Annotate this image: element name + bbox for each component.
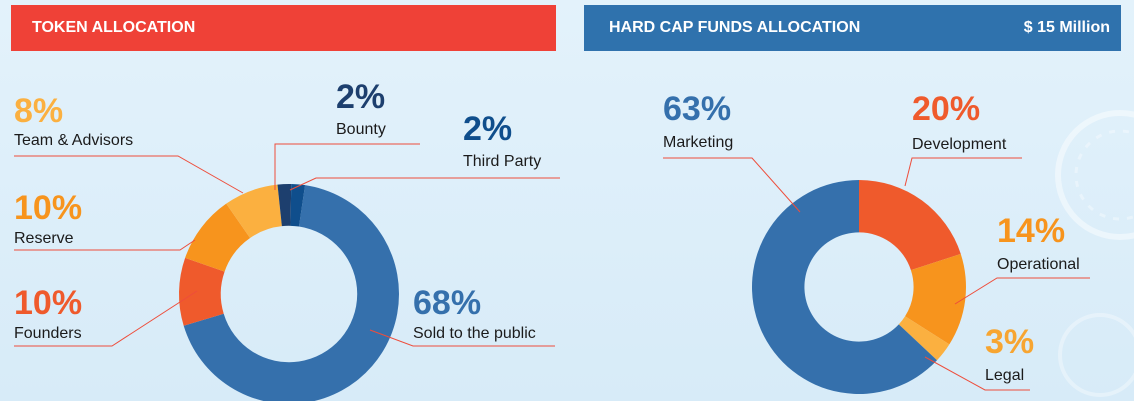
category-label-legal: Legal [985,367,1024,384]
category-label-development: Development [912,136,1007,153]
leader-line-reserve [14,239,196,251]
percent-label-founders: 10% [14,284,82,322]
percent-label-team-and-advisors: 8% [14,92,63,130]
category-label-reserve: Reserve [14,230,74,247]
slice-bounty [277,184,292,227]
leader-line-team-and-advisors [14,155,244,194]
leader-line-bounty [274,143,420,190]
funds-allocation-header: HARD CAP FUNDS ALLOCATION $ 15 Million [584,5,1121,51]
slice-development [859,180,961,271]
percent-label-bounty: 2% [336,78,385,116]
percent-label-operational: 14% [997,212,1065,250]
token-allocation-header: TOKEN ALLOCATION [11,5,556,51]
funds-allocation-donut: 63% Marketing 20% Development 14% Operational… [663,90,1090,394]
percent-label-marketing: 63% [663,90,731,128]
funds-allocation-title: HARD CAP FUNDS ALLOCATION [609,19,861,36]
leader-line-founders [14,290,198,347]
leader-line-marketing [663,157,801,213]
leader-line-sold-to-the-public [369,329,555,347]
category-label-bounty: Bounty [336,121,386,138]
category-label-team-and-advisors: Team & Advisors [14,132,133,149]
leader-line-operational [954,277,1090,305]
slice-third-party [290,184,306,227]
percent-label-third-party: 2% [463,110,512,148]
slice-marketing [751,180,937,394]
slice-reserve [185,203,251,272]
token-allocation-title: TOKEN ALLOCATION [32,19,196,36]
category-label-sold-to-the-public: Sold to the public [413,325,536,342]
percent-label-sold-to-the-public: 68% [413,284,481,322]
leader-line-third-party [289,177,560,191]
category-label-operational: Operational [997,256,1080,273]
slice-founders [179,257,225,326]
slice-operational [905,253,966,345]
slice-legal [898,316,950,361]
slice-sold-to-the-public [183,185,400,401]
background-decoration [1055,110,1134,397]
category-label-founders: Founders [14,325,82,342]
leader-line-development [904,157,1022,187]
category-label-third-party: Third Party [463,153,541,170]
percent-label-reserve: 10% [14,189,82,227]
token-allocation-donut: 68% Sold to the public 10% Founders 10% Reser… [14,78,560,401]
funds-total: $ 15 Million [1023,19,1110,36]
percent-label-legal: 3% [985,323,1034,361]
category-label-marketing: Marketing [663,134,733,151]
leader-line-legal [924,356,1030,391]
percent-label-development: 20% [912,90,980,128]
slice-team-and-advisors [226,184,282,238]
